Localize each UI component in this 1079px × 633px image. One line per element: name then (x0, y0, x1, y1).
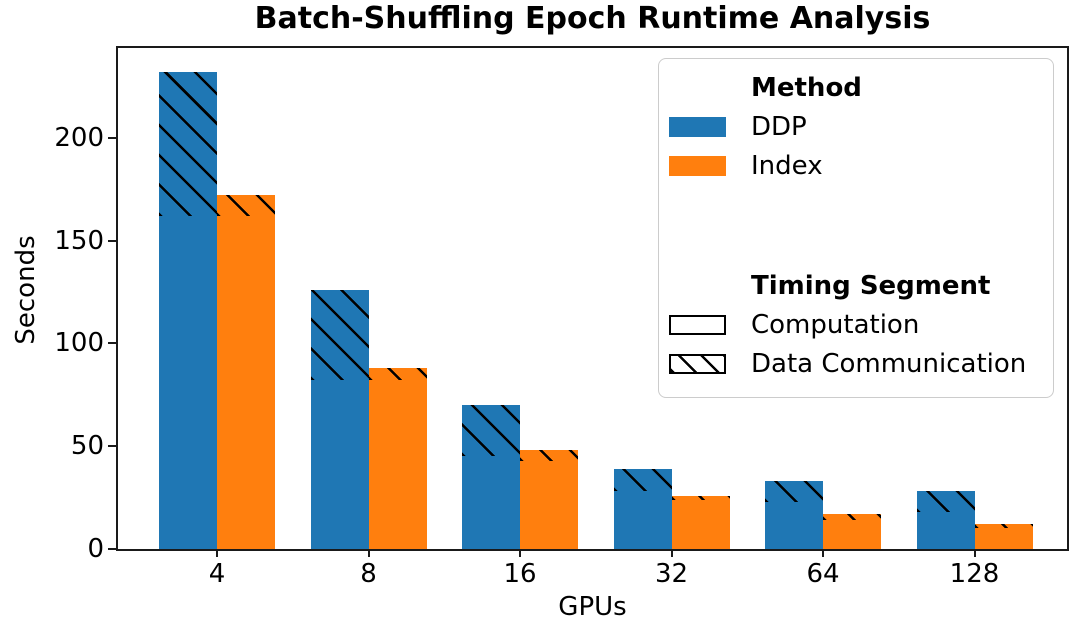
x-axis-label: GPUs (558, 592, 627, 622)
y-tick-label-100: 100 (54, 328, 104, 359)
y-tick-mark-0 (108, 548, 116, 550)
x-tick-label-64: 64 (806, 559, 840, 589)
x-tick-mark-64 (822, 549, 824, 557)
legend-swatch-computation (669, 314, 726, 335)
legend-label-index: Index (751, 150, 823, 181)
bar-index-8gpus-data-communication-segment (368, 368, 427, 381)
bar-index-64gpus (823, 514, 881, 549)
legend-swatch-index (669, 155, 726, 176)
bar-ddp-16gpus (462, 405, 520, 549)
legend-swatch-ddp (669, 116, 726, 137)
legend-spacer (669, 185, 1039, 267)
legend: Method DDP Index Timing Segment Computat… (658, 58, 1054, 398)
bar-index-4gpus (217, 195, 275, 549)
x-tick-mark-4 (216, 549, 218, 557)
y-tick-label-200: 200 (54, 122, 104, 153)
y-tick-label-150: 150 (54, 225, 104, 256)
y-tick-label-50: 50 (70, 431, 104, 462)
y-tick-mark-150 (108, 239, 116, 242)
bar-ddp-16gpus-data-communication-segment (462, 405, 520, 457)
legend-item-ddp: DDP (669, 107, 1039, 146)
bar-ddp-4gpus (159, 71, 217, 549)
legend-label-ddp: DDP (751, 111, 807, 142)
bar-index-16gpus (520, 450, 578, 549)
x-tick-mark-16 (519, 549, 521, 557)
legend-method-header: Method (751, 73, 862, 103)
legend-label-computation: Computation (751, 309, 920, 340)
legend-item-data-communication: Data Communication (669, 344, 1039, 383)
bar-ddp-128gpus-data-communication-segment (916, 491, 975, 512)
chart-title: Batch-Shuffling Epoch Runtime Analysis (254, 1, 931, 36)
bar-index-32gpus (671, 495, 730, 549)
x-tick-mark-8 (367, 549, 370, 557)
x-tick-mark-128 (973, 549, 976, 557)
bar-ddp-32gpus (613, 468, 672, 549)
legend-label-data-communication: Data Communication (751, 348, 1027, 379)
bar-index-8gpus (368, 368, 427, 549)
bar-ddp-64gpus-data-communication-segment (765, 481, 823, 502)
x-tick-mark-32 (670, 549, 673, 557)
bar-index-32gpus-data-communication-segment (671, 495, 730, 500)
y-axis-label: Seconds (11, 235, 41, 345)
y-tick-label-0: 0 (87, 534, 104, 564)
bar-ddp-32gpus-data-communication-segment (613, 468, 672, 492)
bar-ddp-4gpus-data-communication-segment (159, 71, 217, 216)
x-tick-label-16: 16 (503, 559, 537, 589)
legend-swatch-data-communication (669, 353, 726, 374)
bar-index-128gpus (974, 524, 1033, 549)
y-tick-mark-200 (108, 136, 116, 139)
x-tick-label-4: 4 (208, 559, 226, 589)
legend-segment-header: Timing Segment (751, 271, 991, 301)
bar-index-16gpus-data-communication-segment (520, 450, 578, 461)
bar-index-4gpus-data-communication-segment (217, 195, 275, 216)
bar-index-64gpus-data-communication-segment (823, 514, 881, 521)
y-tick-mark-50 (108, 445, 116, 448)
bar-ddp-8gpus-data-communication-segment (310, 289, 369, 381)
bar-index-128gpus-data-communication-segment (974, 524, 1033, 529)
legend-item-computation: Computation (669, 305, 1039, 344)
x-tick-label-32: 32 (654, 559, 689, 589)
bar-ddp-8gpus (310, 289, 369, 549)
y-tick-mark-100 (108, 342, 116, 345)
x-tick-label-8: 8 (360, 559, 377, 589)
bar-ddp-64gpus (765, 481, 823, 549)
legend-item-index: Index (669, 146, 1039, 185)
bar-ddp-128gpus (916, 491, 975, 549)
x-tick-label-128: 128 (949, 559, 1000, 589)
